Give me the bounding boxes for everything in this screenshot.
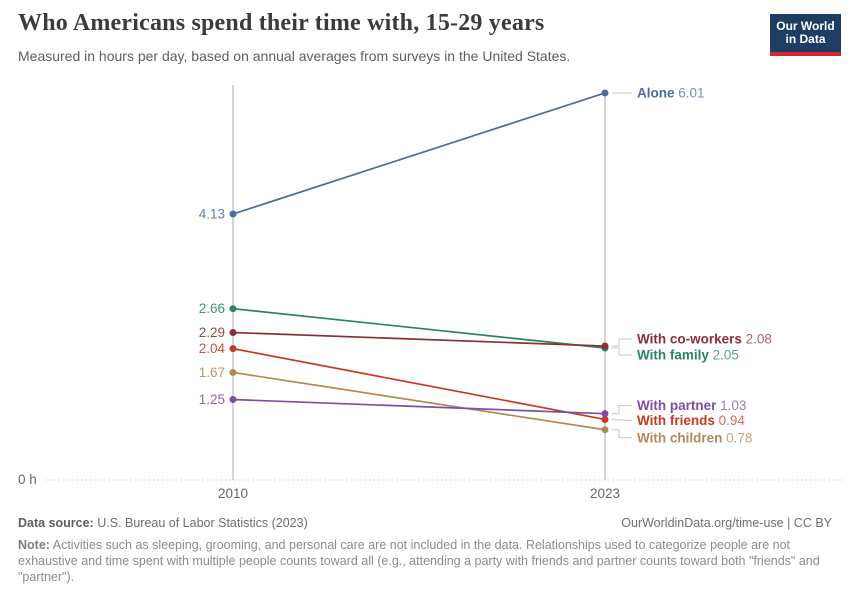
label-connector-with-friends xyxy=(611,418,633,421)
data-source: Data source: U.S. Bureau of Labor Statis… xyxy=(18,516,308,530)
start-value-with-partner: 1.25 xyxy=(199,392,225,407)
series-dot-with-co-workers-start xyxy=(229,329,237,337)
series-line-alone xyxy=(232,92,606,215)
label-connector-with-family xyxy=(612,347,632,356)
start-value-with-family: 2.66 xyxy=(199,301,225,316)
data-source-label: Data source: xyxy=(18,516,94,530)
series-label-with-co-workers[interactable]: With co-workers 2.08 xyxy=(637,332,772,347)
series-dot-with-partner-start xyxy=(229,396,237,403)
series-dot-with-children-start xyxy=(229,368,237,376)
label-connector-with-partner xyxy=(612,405,632,415)
series-dot-with-family-start xyxy=(229,305,237,313)
series-dot-with-co-workers-end xyxy=(601,342,609,350)
chart-subtitle: Measured in hours per day, based on annu… xyxy=(18,48,571,64)
series-dot-with-partner-end xyxy=(601,410,609,418)
series-dot-alone-start xyxy=(229,210,237,218)
start-value-with-co-workers: 2.29 xyxy=(199,325,225,340)
series-label-with-children[interactable]: With children 0.78 xyxy=(637,430,752,445)
series-line-with-co-workers xyxy=(232,331,606,347)
footer-source-row: Data source: U.S. Bureau of Labor Statis… xyxy=(18,516,832,530)
y-axis-zero-label: 0 h xyxy=(18,472,37,487)
footer-note: Note: Activities such as sleeping, groom… xyxy=(18,538,820,584)
owid-logo-line1: Our World xyxy=(776,19,835,33)
label-connector-with-co-workers xyxy=(612,338,632,347)
label-connector-with-children xyxy=(612,429,632,439)
start-value-with-children: 1.67 xyxy=(199,365,225,380)
series-line-with-children xyxy=(232,371,606,431)
x-tick-2023: 2023 xyxy=(590,486,620,501)
owid-logo[interactable]: Our World in Data xyxy=(770,14,841,56)
start-value-alone: 4.13 xyxy=(199,207,225,222)
footer-note-label: Note: xyxy=(18,538,50,552)
series-dot-with-friends-start xyxy=(229,345,237,353)
series-dot-with-children-end xyxy=(601,426,609,434)
series-label-with-friends[interactable]: With friends 0.94 xyxy=(637,413,745,428)
series-label-with-partner[interactable]: With partner 1.03 xyxy=(637,398,746,413)
start-value-with-friends: 2.04 xyxy=(199,341,226,356)
owid-link[interactable]: OurWorldinData.org/time-use | CC BY xyxy=(621,516,832,530)
x-tick-2010: 2010 xyxy=(218,486,248,501)
series-label-alone[interactable]: Alone 6.01 xyxy=(637,85,705,100)
series-line-with-partner xyxy=(232,398,606,415)
series-label-with-family[interactable]: With family 2.05 xyxy=(637,347,739,362)
series-line-with-friends xyxy=(232,347,606,421)
series-dot-alone-end xyxy=(601,89,609,97)
chart-title: Who Americans spend their time with, 15-… xyxy=(18,10,545,36)
series-dot-with-friends-end xyxy=(601,415,609,423)
owid-logo-line2: in Data xyxy=(785,32,826,46)
series-line-with-family xyxy=(232,307,606,349)
